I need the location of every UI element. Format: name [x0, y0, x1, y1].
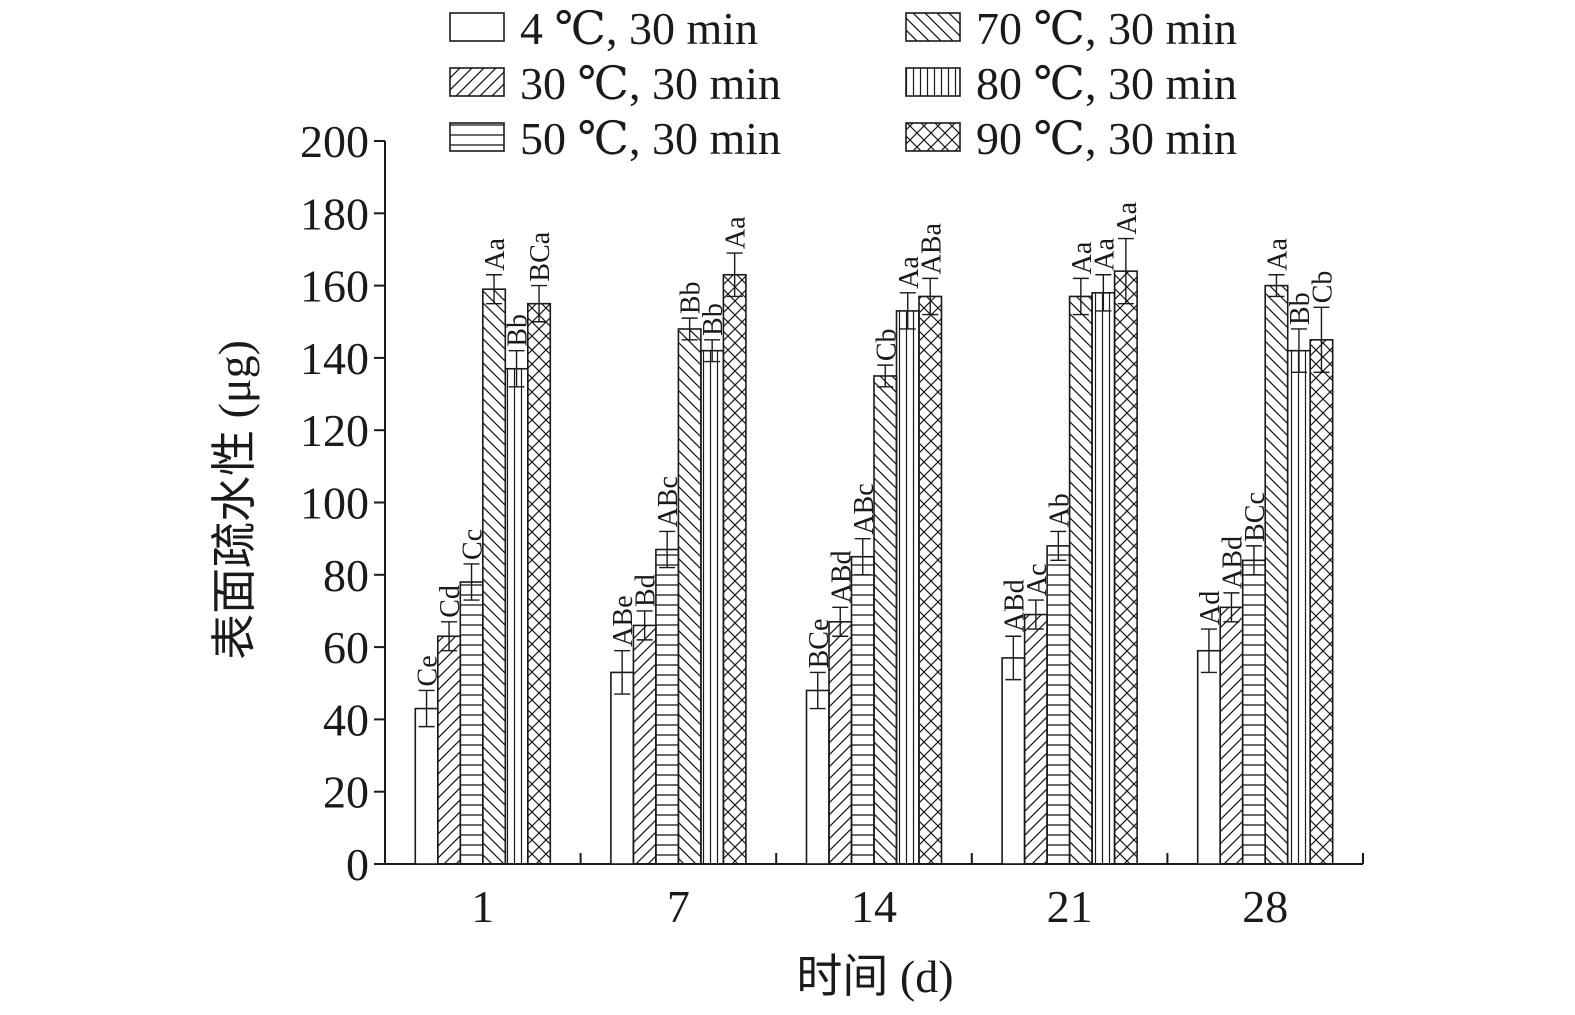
y-tick-label: 40: [323, 694, 369, 745]
bar: [805, 689, 830, 865]
bar: [459, 581, 484, 865]
bar: [1286, 349, 1311, 865]
bar: [1309, 339, 1334, 865]
significance-label: ABa: [916, 222, 947, 274]
significance-label: Cb: [1307, 271, 1338, 304]
bar: [873, 375, 898, 865]
bar: [828, 620, 853, 865]
bar: [1046, 545, 1071, 865]
significance-label: BCa: [525, 231, 556, 281]
y-tick-label: 160: [300, 261, 369, 312]
y-tick-label: 140: [300, 333, 369, 384]
significance-label: Aa: [894, 256, 925, 289]
bar: [1196, 649, 1221, 865]
x-tick-label: 28: [1242, 881, 1288, 932]
bar: [1068, 295, 1093, 865]
legend-label: 30 ℃, 30 min: [520, 58, 781, 109]
bar: [1001, 657, 1026, 865]
bar: [677, 328, 702, 865]
bar: [1023, 613, 1048, 865]
bar: [436, 635, 462, 865]
legend-swatch: [449, 12, 505, 42]
bar: [722, 273, 747, 865]
y-tick-label: 200: [300, 116, 369, 167]
significance-label: Aa: [1089, 238, 1120, 271]
legend-label: 90 ℃, 30 min: [976, 113, 1237, 164]
bars: CeCdCcAaBbBCaABeBdABcBbBbAaBCeABdABcCbAa…: [413, 201, 1338, 865]
significance-label: Bb: [1285, 292, 1316, 325]
significance-label: Aa: [480, 238, 511, 271]
y-tick-label: 60: [323, 622, 369, 673]
y-tick-label: 180: [300, 188, 369, 239]
bar: [632, 624, 657, 865]
significance-label: Aa: [1262, 238, 1293, 271]
y-tick-label: 120: [300, 405, 369, 456]
bar: [1113, 270, 1138, 865]
x-tick-label: 7: [667, 881, 690, 932]
legend-swatch: [905, 67, 961, 97]
bar: [1264, 284, 1289, 865]
bar: [1241, 559, 1266, 865]
y-tick-label: 100: [300, 478, 369, 529]
legend-swatch: [449, 122, 505, 152]
y-tick-label: 20: [323, 767, 369, 818]
x-axis-title: 时间 (d): [796, 951, 953, 1002]
legend-swatch: [449, 67, 505, 97]
bar: [481, 288, 507, 865]
legend-label: 50 ℃, 30 min: [520, 113, 781, 164]
bar: [1219, 606, 1244, 865]
bar: [1091, 292, 1116, 865]
bar: [414, 707, 439, 865]
legend-swatch: [905, 12, 961, 42]
x-tick-label: 21: [1047, 881, 1093, 932]
bar: [700, 349, 725, 865]
x-tick-label: 14: [851, 881, 897, 932]
x-tick-label: 1: [471, 881, 494, 932]
significance-label: Aa: [1112, 201, 1143, 234]
legend-label: 4 ℃, 30 min: [520, 3, 758, 54]
bar: [918, 295, 943, 865]
bar: [504, 367, 529, 865]
bar: [850, 555, 875, 865]
y-tick-label: 0: [346, 839, 369, 890]
bar: [895, 310, 920, 865]
x-axis: 1 7 14 21 28: [384, 853, 1364, 932]
bar: [610, 671, 635, 865]
significance-label: Bb: [676, 281, 707, 314]
legend-label: 80 ℃, 30 min: [976, 58, 1237, 109]
y-axis-title: 表面疏水性 (μg): [209, 340, 260, 660]
y-tick-label: 80: [323, 550, 369, 601]
bar: [526, 302, 552, 865]
bar: [655, 548, 680, 865]
legend-swatch: [905, 122, 961, 152]
legend-label: 70 ℃, 30 min: [976, 3, 1237, 54]
significance-label: Aa: [1067, 241, 1098, 274]
significance-label: Aa: [721, 216, 752, 249]
y-axis: 0 20 40 60 80 100 120 140 160 180 200: [300, 116, 386, 890]
